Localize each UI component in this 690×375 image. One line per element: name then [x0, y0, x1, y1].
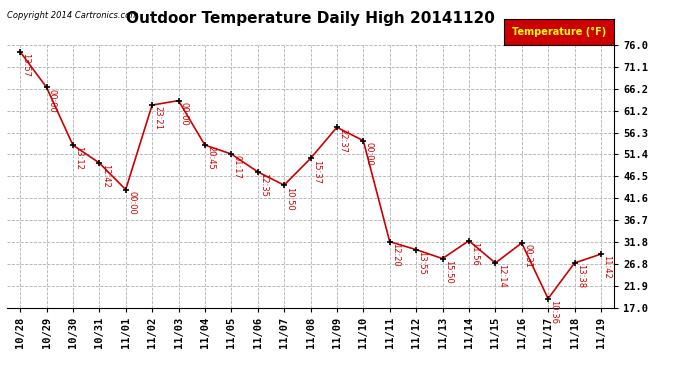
Text: 13:12: 13:12 [75, 147, 83, 170]
Text: 10:36: 10:36 [549, 300, 558, 324]
Text: 20:45: 20:45 [206, 147, 215, 170]
Text: 23:21: 23:21 [153, 106, 162, 130]
Text: 00:00: 00:00 [48, 88, 57, 112]
Text: 12:42: 12:42 [101, 164, 110, 188]
Text: 11:42: 11:42 [602, 255, 611, 279]
Text: 15:50: 15:50 [444, 260, 453, 284]
Text: 13:38: 13:38 [576, 264, 585, 288]
Text: 11:56: 11:56 [471, 242, 480, 266]
Text: 00:31: 00:31 [523, 244, 532, 268]
Text: 12:35: 12:35 [259, 173, 268, 197]
Text: 01:17: 01:17 [233, 155, 241, 179]
Text: 00:00: 00:00 [127, 191, 136, 215]
Text: 13:55: 13:55 [417, 251, 426, 275]
Text: 22:37: 22:37 [338, 129, 347, 153]
Text: 12:20: 12:20 [391, 243, 400, 267]
Text: 12:14: 12:14 [497, 264, 506, 288]
Text: 00:00: 00:00 [180, 102, 189, 126]
Text: 15:37: 15:37 [312, 160, 321, 184]
Text: Temperature (°F): Temperature (°F) [512, 27, 606, 37]
Text: Outdoor Temperature Daily High 20141120: Outdoor Temperature Daily High 20141120 [126, 11, 495, 26]
Text: 10:50: 10:50 [286, 186, 295, 210]
Text: 13:57: 13:57 [21, 53, 30, 77]
Text: 00:00: 00:00 [365, 142, 374, 166]
Text: Copyright 2014 Cartronics.com: Copyright 2014 Cartronics.com [7, 11, 138, 20]
